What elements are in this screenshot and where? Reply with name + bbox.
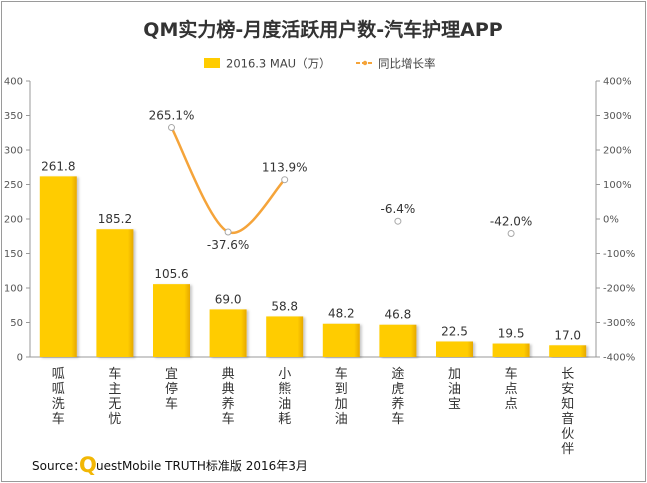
axes: 0 50 100 150 200 250 300 350 400 -400% -300% -200% -… <box>4 77 635 364</box>
right-tick-label: 100% <box>603 180 632 191</box>
growth-point <box>281 176 289 184</box>
left-tick-label: 150 <box>4 249 23 260</box>
bar-value-labels: 261.8 185.2 105.6 69.0 58.8 48.2 46.8 22.5 19.5 1… <box>41 159 581 342</box>
category-label: 小熊油耗 <box>278 367 291 427</box>
legend-line-label: 同比增长率 <box>378 57 436 71</box>
source-prefix: Source： <box>32 459 85 473</box>
bar <box>266 316 304 357</box>
bar-value-label: 69.0 <box>215 292 242 306</box>
bar <box>39 176 77 357</box>
bar-value-label: 46.8 <box>385 308 412 322</box>
left-tick-label: 400 <box>4 77 23 88</box>
right-tick-label: -400% <box>603 353 635 364</box>
growth-value-label: -37.6% <box>207 238 249 252</box>
category-label: 车点点 <box>505 366 518 412</box>
growth-value-labels: 265.1% -37.6% 113.9% -6.4% -42.0% <box>149 109 533 252</box>
left-tick-label: 50 <box>10 318 23 329</box>
left-tick-label: 200 <box>4 215 23 226</box>
growth-value-label: -42.0% <box>490 214 532 228</box>
growth-point <box>224 228 232 236</box>
right-tick-label: -100% <box>603 249 635 260</box>
bar <box>492 343 530 357</box>
source-text: uestMobile TRUTH标准版 2016年3月 <box>96 459 308 473</box>
bar-value-label: 22.5 <box>441 324 468 338</box>
category-label: 车到加油 <box>335 366 348 427</box>
right-tick-label: 300% <box>603 111 632 122</box>
category-label: 途虎养车 <box>391 366 404 427</box>
category-labels: 呱呱洗车 车主无忧 宜停车 典典养车 小熊油耗 车到加油 途虎养车 加油宝 车点点 长安知音伙伴 <box>52 366 574 457</box>
growth-point <box>394 217 402 225</box>
legend: 2016.3 MAU（万） 同比增长率 <box>204 57 436 71</box>
growth-point <box>168 124 175 132</box>
right-tick-label: 400% <box>603 77 632 88</box>
growth-line-series <box>168 124 515 237</box>
right-tick-label: -300% <box>603 318 635 329</box>
source-logo-q: Q <box>79 453 97 477</box>
bar <box>209 309 247 357</box>
source-note: Source： Q uestMobile TRUTH标准版 2016年3月 <box>32 453 308 477</box>
bar <box>322 323 360 357</box>
bar-value-label: 185.2 <box>98 212 132 226</box>
right-tick-label: 0% <box>603 215 619 226</box>
growth-value-label: 265.1% <box>149 109 195 123</box>
left-tick-label: 250 <box>4 180 23 191</box>
category-label: 呱呱洗车 <box>52 366 65 427</box>
legend-line-marker <box>362 60 368 66</box>
bar-series <box>39 176 587 357</box>
legend-bar-swatch <box>204 58 220 68</box>
left-tick-label: 0 <box>17 353 23 364</box>
bar-value-label: 17.0 <box>554 328 581 342</box>
bar <box>153 284 190 357</box>
category-label: 加油宝 <box>448 367 461 412</box>
bar-value-label: 58.8 <box>271 299 298 313</box>
category-label: 典典养车 <box>222 367 235 427</box>
left-tick-label: 100 <box>4 284 23 295</box>
right-tick-label: -200% <box>603 284 635 295</box>
chart-title: QM实力榜-月度活跃用户数-汽车护理APP <box>143 18 502 41</box>
legend-bar-label: 2016.3 MAU（万） <box>226 57 331 71</box>
right-tick-label: 200% <box>603 146 632 157</box>
growth-value-label: -6.4% <box>380 202 415 216</box>
bar-value-label: 48.2 <box>328 307 355 321</box>
bar <box>379 324 417 357</box>
bar-value-label: 261.8 <box>41 159 75 173</box>
category-label: 长安知音伙伴 <box>561 367 574 457</box>
bar <box>549 345 587 357</box>
growth-point <box>507 229 515 237</box>
left-tick-label: 300 <box>4 146 23 157</box>
left-tick-label: 350 <box>4 111 23 122</box>
growth-value-label: 113.9% <box>262 161 308 175</box>
bar-value-label: 105.6 <box>154 267 188 281</box>
category-label: 宜停车 <box>165 367 178 412</box>
bar <box>436 341 473 357</box>
bar-value-label: 19.5 <box>498 327 525 341</box>
bar <box>96 229 134 357</box>
category-label: 车主无忧 <box>108 366 121 427</box>
